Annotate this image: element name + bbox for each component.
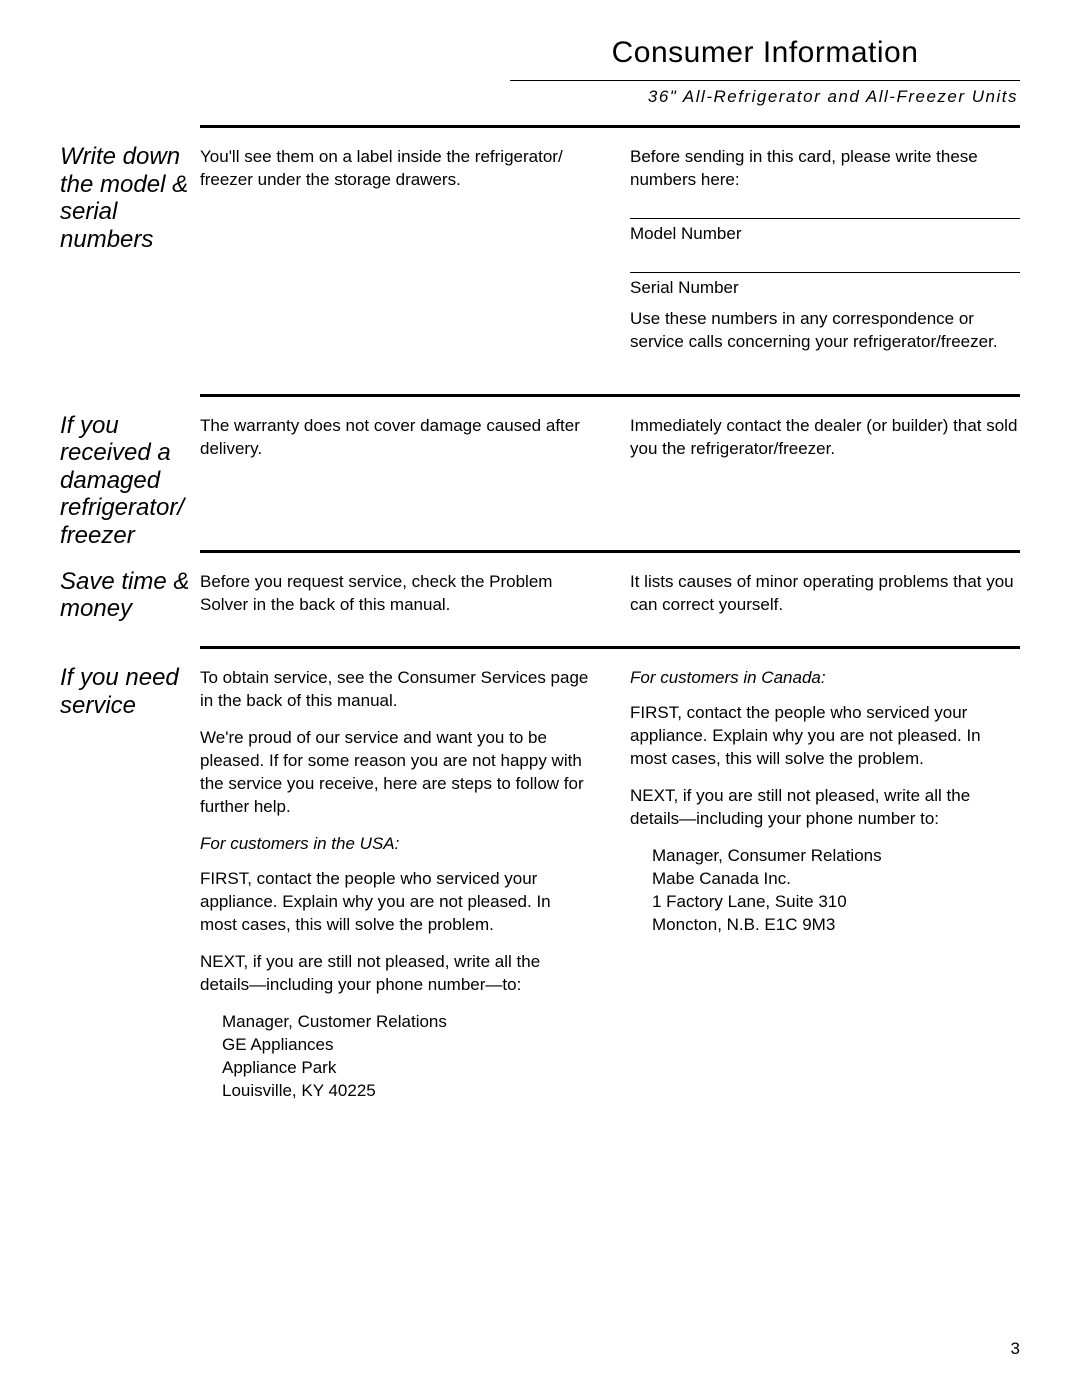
serial-number-label: Serial Number: [630, 277, 1020, 300]
content-left: Before you request service, check the Pr…: [200, 571, 590, 617]
section-label-col: Write down the model & serial numbers: [60, 125, 200, 253]
content-left: The warranty does not cover damage cause…: [200, 415, 590, 461]
body-text: Immediately contact the dealer (or build…: [630, 415, 1020, 461]
address-line: Mabe Canada Inc.: [652, 868, 1020, 891]
usa-subheading: For customers in the USA:: [200, 833, 590, 856]
body-text: The warranty does not cover damage cause…: [200, 415, 590, 461]
model-number-label: Model Number: [630, 223, 1020, 246]
page-number: 3: [1011, 1339, 1020, 1359]
section-save-time: Save time & money Before you request ser…: [60, 550, 1020, 647]
body-text: FIRST, contact the people who serviced y…: [200, 868, 590, 937]
section-model-serial: Write down the model & serial numbers Yo…: [60, 125, 1020, 394]
section-content: You'll see them on a label inside the re…: [200, 125, 1020, 394]
section-heading: Save time & money: [60, 568, 190, 623]
content-right: Immediately contact the dealer (or build…: [630, 415, 1020, 461]
content-right: It lists causes of minor operating probl…: [630, 571, 1020, 617]
address-line: Manager, Customer Relations: [222, 1011, 590, 1034]
section-label-col: If you received a damaged refrigerator/ …: [60, 394, 200, 550]
canada-subheading: For customers in Canada:: [630, 667, 1020, 690]
body-text: Before you request service, check the Pr…: [200, 571, 590, 617]
body-text: You'll see them on a label inside the re…: [200, 146, 590, 192]
write-in-line: [630, 272, 1020, 273]
body-text: FIRST, contact the people who serviced y…: [630, 702, 1020, 771]
address-line: Louisville, KY 40225: [222, 1080, 590, 1103]
address-line: Appliance Park: [222, 1057, 590, 1080]
sections-container: Write down the model & serial numbers Yo…: [60, 125, 1020, 1142]
section-content: Before you request service, check the Pr…: [200, 550, 1020, 647]
address-line: GE Appliances: [222, 1034, 590, 1057]
section-label-col: Save time & money: [60, 550, 200, 623]
address-line: Manager, Consumer Relations: [652, 845, 1020, 868]
content-left: You'll see them on a label inside the re…: [200, 146, 590, 354]
title-rule: [510, 80, 1020, 81]
page-title: Consumer Information: [510, 36, 1020, 80]
content-right: For customers in Canada: FIRST, contact …: [630, 667, 1020, 1102]
body-text: To obtain service, see the Consumer Serv…: [200, 667, 590, 713]
canada-address: Manager, Consumer Relations Mabe Canada …: [630, 845, 1020, 937]
body-text: Use these numbers in any correspondence …: [630, 308, 1020, 354]
body-text: Before sending in this card, please writ…: [630, 146, 1020, 192]
section-content: To obtain service, see the Consumer Serv…: [200, 646, 1020, 1142]
body-text: NEXT, if you are still not pleased, writ…: [200, 951, 590, 997]
page: Consumer Information 36" All-Refrigerato…: [0, 0, 1080, 1397]
body-text: NEXT, if you are still not pleased, writ…: [630, 785, 1020, 831]
page-header: Consumer Information 36" All-Refrigerato…: [510, 36, 1020, 107]
section-content: The warranty does not cover damage cause…: [200, 394, 1020, 521]
page-subtitle: 36" All-Refrigerator and All-Freezer Uni…: [510, 87, 1020, 107]
body-text: It lists causes of minor operating probl…: [630, 571, 1020, 617]
section-damaged: If you received a damaged refrigerator/ …: [60, 394, 1020, 550]
body-text: We're proud of our service and want you …: [200, 727, 590, 819]
section-need-service: If you need service To obtain service, s…: [60, 646, 1020, 1142]
section-label-col: If you need service: [60, 646, 200, 719]
section-heading: If you received a damaged refrigerator/ …: [60, 412, 190, 550]
content-left: To obtain service, see the Consumer Serv…: [200, 667, 590, 1102]
address-line: 1 Factory Lane, Suite 310: [652, 891, 1020, 914]
address-line: Moncton, N.B. E1C 9M3: [652, 914, 1020, 937]
content-right: Before sending in this card, please writ…: [630, 146, 1020, 354]
section-heading: Write down the model & serial numbers: [60, 143, 190, 253]
section-heading: If you need service: [60, 664, 190, 719]
usa-address: Manager, Customer Relations GE Appliance…: [200, 1011, 590, 1103]
write-in-line: [630, 218, 1020, 219]
